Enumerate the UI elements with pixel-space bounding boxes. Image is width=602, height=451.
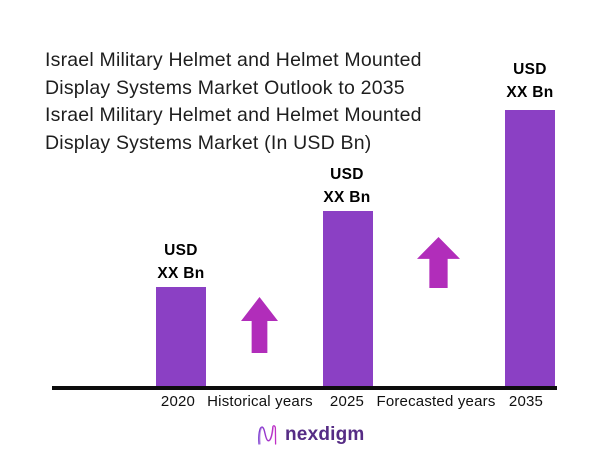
chart-title-line2: Display Systems Market Outlook to 2035 (45, 76, 405, 99)
x-axis-label-2025: 2025 (329, 393, 365, 410)
chart-title: Israel Military Helmet and Helmet Mounte… (45, 47, 422, 102)
bar-value-label-2025: USD XX Bn (299, 163, 395, 209)
logo-wordmark: nexdigm (285, 424, 365, 445)
value-label-amount: XX Bn (506, 84, 554, 101)
value-label-currency: USD (513, 61, 547, 78)
annotation-historical-years: Historical years (207, 393, 313, 410)
chart-title-line1: Israel Military Helmet and Helmet Mounte… (45, 49, 422, 71)
growth-up-arrow-icon (417, 237, 460, 288)
nexdigm-logo: nexdigm (255, 422, 365, 448)
bar-value-label-2035: USD XX Bn (482, 58, 578, 104)
value-label-amount: XX Bn (323, 189, 371, 206)
chart-subtitle-line2: Display Systems Market (In USD Bn) (45, 131, 372, 154)
bar-2020 (156, 287, 206, 386)
value-label-currency: USD (330, 166, 364, 183)
value-label-currency: USD (164, 242, 198, 259)
x-axis-line (52, 386, 557, 390)
x-axis-label-2035: 2035 (508, 393, 544, 410)
value-label-amount: XX Bn (157, 265, 205, 282)
x-axis-label-2020: 2020 (160, 393, 196, 410)
growth-up-arrow-icon (241, 297, 278, 353)
bar-2025 (323, 211, 373, 386)
bar-2035 (505, 110, 555, 386)
chart-subtitle-line1: Israel Military Helmet and Helmet Mounte… (45, 104, 422, 126)
annotation-forecasted-years: Forecasted years (376, 393, 496, 410)
logo-n-icon (258, 425, 277, 445)
bar-value-label-2020: USD XX Bn (133, 239, 229, 285)
chart-subtitle: Israel Military Helmet and Helmet Mounte… (45, 102, 422, 157)
